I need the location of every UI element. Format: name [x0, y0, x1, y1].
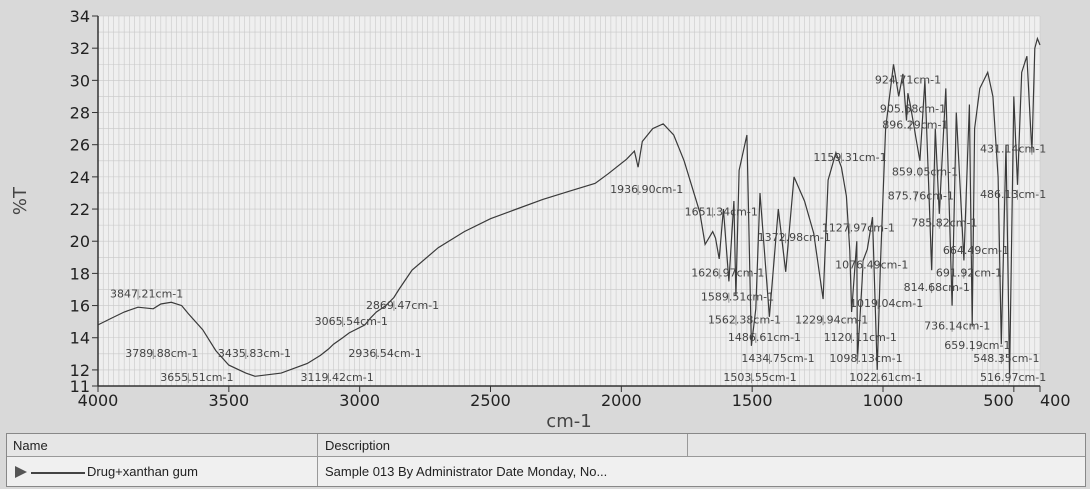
column-divider	[687, 434, 688, 456]
x-tick-label: 4000	[78, 391, 119, 410]
peak-label: 3655.51cm-1	[160, 371, 233, 384]
peak-label: 814.68cm-1	[904, 281, 970, 294]
peak-label: 1434.75cm-1	[741, 352, 814, 365]
x-axis-label: cm-1	[546, 411, 591, 432]
peak-label: 1486.61cm-1	[728, 331, 801, 344]
x-tick-label: 3000	[339, 391, 380, 410]
y-tick-label: 34	[70, 7, 90, 26]
x-tick-label: 1000	[863, 391, 904, 410]
peak-label: 1651.34cm-1	[685, 205, 758, 218]
peak-label: 486.13cm-1	[980, 188, 1046, 201]
peak-label: 1098.13cm-1	[829, 352, 902, 365]
y-tick-label: 30	[70, 71, 90, 90]
column-divider[interactable]	[317, 434, 318, 486]
y-tick-label: 32	[70, 39, 90, 58]
legend-header: Name Description	[7, 434, 1085, 457]
y-axis-label: %T	[10, 186, 31, 215]
legend-header-description[interactable]: Description	[325, 438, 391, 453]
y-tick-label: 18	[70, 264, 90, 283]
peak-label: 1159.31cm-1	[813, 151, 886, 164]
peak-label: 2869.47cm-1	[366, 299, 439, 312]
x-tick-label: 1500	[732, 391, 773, 410]
peak-label: 1562.38cm-1	[708, 313, 781, 326]
peak-label: 1503.55cm-1	[723, 371, 796, 384]
series-swatch	[31, 472, 85, 474]
peak-label: 431.14cm-1	[980, 143, 1046, 156]
peak-label: 3847.21cm-1	[110, 288, 183, 301]
peak-label: 548.35cm-1	[973, 352, 1039, 365]
peak-label: 1120.11cm-1	[824, 331, 897, 344]
x-tick-label: 400	[1040, 391, 1071, 410]
peak-label: 664.49cm-1	[943, 244, 1009, 257]
peak-label: 896.29cm-1	[882, 119, 948, 132]
peak-label: 736.14cm-1	[924, 320, 990, 333]
peak-label: 1936.90cm-1	[610, 183, 683, 196]
y-tick-label: 22	[70, 200, 90, 219]
peak-label: 1626.97cm-1	[691, 267, 764, 280]
peak-label: 875.76cm-1	[888, 189, 954, 202]
legend-row-description: Sample 013 By Administrator Date Monday,…	[325, 464, 608, 479]
peak-label: 905.68cm-1	[880, 103, 946, 116]
y-tick-label: 26	[70, 136, 90, 155]
legend-row[interactable]: Drug+xanthan gum Sample 013 By Administr…	[7, 457, 1085, 485]
peak-label: 3119.42cm-1	[301, 371, 374, 384]
x-tick-label: 500	[983, 391, 1014, 410]
peak-label: 785.82cm-1	[911, 217, 977, 230]
peak-label: 1372.98cm-1	[758, 231, 831, 244]
peak-label: 3435.83cm-1	[218, 347, 291, 360]
peak-label: 3789.88cm-1	[125, 347, 198, 360]
peak-label: 691.92cm-1	[936, 267, 1002, 280]
peak-label: 659.19cm-1	[944, 339, 1010, 352]
peak-label: 1019.04cm-1	[850, 297, 923, 310]
x-tick-label: 2000	[601, 391, 642, 410]
y-tick-label: 14	[70, 329, 90, 348]
y-tick-label: 12	[70, 361, 90, 380]
peak-label: 1076.49cm-1	[835, 259, 908, 272]
y-tick-label: 24	[70, 168, 90, 187]
peak-label: 2936.54cm-1	[348, 347, 421, 360]
x-tick-label: 2500	[470, 391, 511, 410]
peak-label: 1589.51cm-1	[701, 291, 774, 304]
legend-table: Name Description Drug+xanthan gum Sample…	[6, 433, 1086, 487]
legend-row-name: Drug+xanthan gum	[87, 464, 198, 479]
peak-label: 516.97cm-1	[980, 371, 1046, 384]
peak-label: 1127.97cm-1	[822, 222, 895, 235]
peak-label: 1022.61cm-1	[849, 371, 922, 384]
x-tick-label: 3500	[208, 391, 249, 410]
peak-label: 3065.54cm-1	[315, 315, 388, 328]
row-pointer-icon	[15, 466, 27, 478]
series-line-drug-xanthan-gum	[97, 36, 1041, 377]
peak-annotations: 3847.21cm-1 3789.88cm-1 3655.51cm-1 3435.83…	[110, 74, 1046, 385]
y-tick-label: 16	[70, 297, 90, 316]
y-tick-label: 11	[70, 377, 90, 396]
peak-label: 924.71cm-1	[875, 74, 941, 87]
y-tick-label: 28	[70, 104, 90, 123]
y-tick-label: 20	[70, 232, 90, 251]
peak-label: 859.05cm-1	[892, 165, 958, 178]
peak-label: 1229.94cm-1	[795, 313, 868, 326]
legend-header-name[interactable]: Name	[13, 438, 48, 453]
